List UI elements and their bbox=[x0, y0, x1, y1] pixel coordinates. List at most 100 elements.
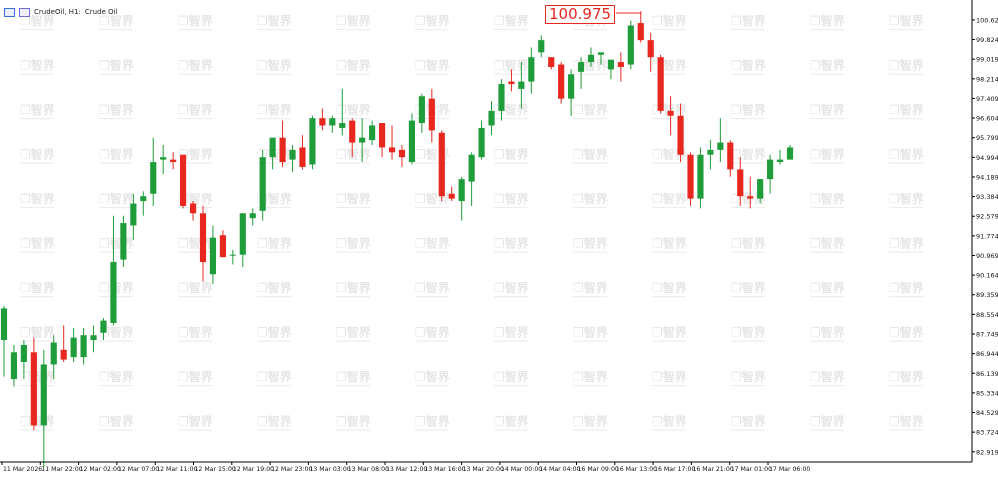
candle-body-bull bbox=[249, 213, 256, 219]
watermark-rule bbox=[573, 385, 607, 387]
watermark-text: ❐智界 bbox=[99, 13, 134, 28]
watermark-text: ❐智界 bbox=[415, 236, 450, 251]
watermark-rule bbox=[178, 429, 212, 431]
candle-body-bear bbox=[637, 23, 644, 41]
watermark-text: ❐智界 bbox=[415, 58, 450, 73]
watermark-text: ❐智界 bbox=[652, 369, 687, 384]
candle-body-bear bbox=[398, 149, 406, 158]
watermark-rule bbox=[573, 251, 607, 253]
watermark-text: ❐智界 bbox=[20, 191, 55, 206]
watermark-rule bbox=[257, 73, 291, 75]
y-tick-label: 87.749 bbox=[976, 331, 998, 339]
y-tick-label: 100.629 bbox=[976, 16, 998, 24]
watermark-rule bbox=[573, 207, 607, 209]
watermark-rule bbox=[810, 29, 844, 31]
x-tick-label: 16 Mar 09:00 bbox=[578, 466, 619, 473]
chart-window-icon[interactable] bbox=[4, 7, 15, 17]
watermark-rule bbox=[573, 118, 607, 120]
watermark-rule bbox=[20, 429, 54, 431]
candle-body-bull bbox=[80, 335, 87, 358]
y-tick-label: 99.019 bbox=[976, 56, 998, 64]
watermark-rule bbox=[178, 340, 212, 342]
candle-body-bull bbox=[329, 118, 336, 126]
watermark-text: ❐智界 bbox=[336, 414, 371, 429]
watermark-text: ❐智界 bbox=[731, 102, 766, 117]
watermark-rule bbox=[20, 207, 54, 209]
watermark-rule bbox=[20, 251, 54, 253]
watermark-text: ❐智界 bbox=[415, 325, 450, 340]
candle-body-bear bbox=[438, 132, 445, 197]
watermark-rule bbox=[494, 429, 528, 431]
y-tick-label: 99.824 bbox=[976, 36, 998, 44]
watermark-rule bbox=[573, 73, 607, 75]
watermark-text: ❐智界 bbox=[494, 236, 529, 251]
candle-body-bull bbox=[0, 308, 8, 341]
y-tick-label: 92.579 bbox=[976, 213, 998, 221]
watermark-rule bbox=[652, 73, 686, 75]
x-tick-label: 13 Mar 08:00 bbox=[348, 466, 389, 473]
watermark-rule bbox=[652, 429, 686, 431]
watermark-rule bbox=[20, 162, 54, 164]
candle-body-bear bbox=[180, 154, 187, 206]
candle-body-bull bbox=[418, 96, 425, 124]
watermark-text: ❐智界 bbox=[810, 13, 845, 28]
watermark-rule bbox=[20, 73, 54, 75]
watermark-rule bbox=[494, 207, 528, 209]
y-tick-label: 84.529 bbox=[976, 409, 998, 417]
x-tick-label: 16 Mar 13:00 bbox=[616, 466, 657, 473]
watermark-text: ❐智界 bbox=[415, 414, 450, 429]
watermark-text: ❐智界 bbox=[178, 191, 213, 206]
watermark-text: ❐智界 bbox=[573, 102, 608, 117]
watermark-text: ❐智界 bbox=[336, 147, 371, 162]
candle-body-bear bbox=[199, 213, 207, 263]
watermark-rule bbox=[494, 29, 528, 31]
watermark-text: ❐智界 bbox=[336, 236, 371, 251]
watermark-rule bbox=[810, 429, 844, 431]
watermark-rule bbox=[494, 118, 528, 120]
watermark-rule bbox=[415, 385, 449, 387]
watermark-text: ❐智界 bbox=[20, 147, 55, 162]
candle-body-bull bbox=[289, 149, 296, 160]
candle-body-bull bbox=[70, 337, 77, 358]
candle-body-bear bbox=[219, 235, 226, 258]
watermark-text: ❐智界 bbox=[573, 280, 608, 295]
watermark-rule bbox=[652, 385, 686, 387]
watermark-text: ❐智界 bbox=[257, 102, 292, 117]
candle-body-bear bbox=[189, 203, 197, 214]
watermark-rule bbox=[415, 73, 449, 75]
candle-body-bear bbox=[687, 154, 694, 199]
candle-body-bear bbox=[388, 147, 396, 153]
watermark-rule bbox=[494, 340, 528, 342]
watermark-rule bbox=[494, 162, 528, 164]
high-price-callout: 100.975 bbox=[545, 5, 616, 24]
watermark-rule bbox=[257, 251, 291, 253]
candle-body-bull bbox=[100, 320, 107, 333]
candle-body-bull bbox=[20, 344, 27, 363]
watermark-rule bbox=[20, 118, 54, 120]
candle-body-bull bbox=[309, 118, 316, 165]
watermark-text: ❐智界 bbox=[178, 147, 213, 162]
candle-body-bull bbox=[50, 342, 57, 365]
watermark-rule bbox=[178, 73, 212, 75]
candle-body-bull bbox=[160, 157, 167, 160]
indicator-window-icon[interactable] bbox=[19, 7, 30, 17]
y-tick-label: 94.189 bbox=[976, 173, 998, 181]
candle-body-bull bbox=[110, 262, 117, 324]
watermark-rule bbox=[731, 429, 765, 431]
watermark-text: ❐智界 bbox=[20, 13, 55, 28]
candle-body-bull bbox=[259, 157, 266, 211]
watermark-rule bbox=[99, 340, 133, 342]
watermark-rule bbox=[652, 162, 686, 164]
watermark-rule bbox=[810, 251, 844, 253]
watermark-rule bbox=[810, 162, 844, 164]
watermark-rule bbox=[810, 296, 844, 298]
candle-body-bear bbox=[299, 147, 306, 167]
candle-body-bull bbox=[239, 213, 246, 255]
watermark-rule bbox=[336, 118, 370, 120]
watermark-text: ❐智界 bbox=[889, 280, 924, 295]
watermark-text: ❐智界 bbox=[652, 58, 687, 73]
watermark-text: ❐智界 bbox=[336, 102, 371, 117]
watermark-rule bbox=[415, 29, 449, 31]
